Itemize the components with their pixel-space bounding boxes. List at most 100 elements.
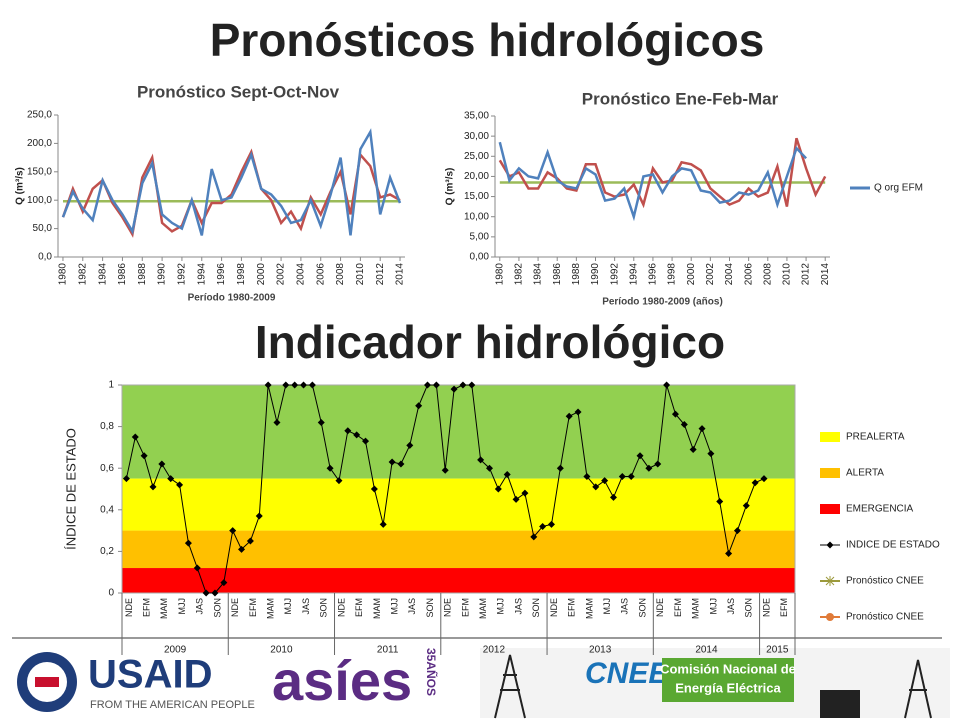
slide-subtitle: Indicador hidrológico <box>255 316 725 368</box>
point <box>468 381 476 389</box>
tower-icon <box>904 659 932 719</box>
x-tick-label: 1982 <box>514 263 525 286</box>
x-tick-label: 2010 <box>782 263 793 286</box>
x-tick-label: 1982 <box>77 263 88 286</box>
point <box>229 527 237 535</box>
group-label: 2011 <box>377 645 399 656</box>
x-tick-label: 1980 <box>494 263 505 286</box>
x-tick-label: SON <box>744 598 754 618</box>
point <box>530 533 538 541</box>
y-tick-label: 50,0 <box>33 223 53 234</box>
x-tick-label: 1996 <box>648 263 659 286</box>
x-tick-label: 1996 <box>216 263 227 286</box>
x-tick-label: 1988 <box>137 263 148 286</box>
legend-marker <box>826 541 834 549</box>
point <box>264 381 272 389</box>
x-tick-label: 1998 <box>236 263 247 286</box>
x-tick-label: EFM <box>460 598 470 617</box>
x-tick-label: NDE <box>549 598 559 617</box>
usaid-logo: USAID FROM THE AMERICAN PEOPLE <box>17 652 255 712</box>
point <box>574 408 582 416</box>
x-tick-label: 1990 <box>590 263 601 286</box>
point <box>459 381 467 389</box>
point <box>344 427 352 435</box>
point <box>388 458 396 466</box>
x-tick-label: MAM <box>691 598 701 619</box>
point <box>592 483 600 491</box>
point <box>432 381 440 389</box>
x-tick-label: 2008 <box>762 263 773 286</box>
series-line <box>498 137 827 209</box>
x-tick-label: JAS <box>726 598 736 615</box>
point <box>140 452 148 460</box>
point <box>184 539 192 547</box>
y-axis-label: ÍNDICE DE ESTADO <box>63 428 78 550</box>
x-axis-label: Período 1980-2009 <box>188 293 276 304</box>
x-tick-label: JAS <box>195 598 205 615</box>
x-tick-label: MAM <box>159 598 169 619</box>
cnee-name: Energía Eléctrica <box>675 680 781 695</box>
point <box>202 589 210 597</box>
point <box>273 418 281 426</box>
x-tick-label: 2000 <box>256 263 267 286</box>
x-tick-label: SON <box>425 598 435 618</box>
legend-marker <box>826 613 834 621</box>
point <box>370 485 378 493</box>
y-tick-label: 20,00 <box>464 171 489 182</box>
x-tick-label: EFM <box>673 598 683 617</box>
band <box>122 530 795 569</box>
legend-label: EMERGENCIA <box>846 504 914 515</box>
y-tick-label: 0,8 <box>100 421 114 432</box>
x-tick-label: 1994 <box>628 263 639 286</box>
point <box>193 564 201 572</box>
point <box>308 381 316 389</box>
point <box>238 545 246 553</box>
legend-label: Q org EFM <box>874 183 923 194</box>
x-tick-label: 1992 <box>609 263 620 286</box>
point <box>477 456 485 464</box>
x-tick-label: 1994 <box>196 263 207 286</box>
group-label: 2010 <box>270 645 293 656</box>
point <box>485 464 493 472</box>
x-tick-label: NDE <box>443 598 453 617</box>
y-tick-label: 30,00 <box>464 131 489 142</box>
x-tick-label: MJJ <box>496 598 506 615</box>
legend-label: Pronóstico CNEE <box>846 612 924 623</box>
point <box>291 381 299 389</box>
x-tick-label: 1998 <box>667 263 678 286</box>
x-tick-label: MAM <box>372 598 382 619</box>
point <box>609 493 617 501</box>
x-tick-label: EFM <box>142 598 152 617</box>
band <box>122 568 795 593</box>
asies-logo: asíes 35AÑOS <box>272 648 439 712</box>
usaid-text: USAID <box>88 653 212 697</box>
x-tick-label: MJJ <box>177 598 187 615</box>
factory-icon <box>820 690 860 718</box>
point <box>663 381 671 389</box>
x-tick-label: MAM <box>478 598 488 619</box>
chart-title: Pronóstico Sept-Oct-Nov <box>137 82 340 101</box>
x-tick-label: 2002 <box>705 263 716 286</box>
y-tick-label: 100,0 <box>27 195 52 206</box>
x-tick-label: 1986 <box>552 263 563 286</box>
point <box>539 522 547 530</box>
y-tick-label: 0,4 <box>100 504 114 515</box>
point <box>167 475 175 483</box>
x-tick-label: MJJ <box>389 598 399 615</box>
y-tick-label: 5,00 <box>470 231 490 242</box>
x-tick-label: SON <box>319 598 329 618</box>
y-tick-label: 0 <box>108 588 114 599</box>
point <box>415 402 423 410</box>
x-tick-label: MAM <box>265 598 275 619</box>
y-axis-label: Q (m³/s) <box>445 168 456 206</box>
x-tick-label: 2014 <box>395 263 406 286</box>
y-tick-label: 0,00 <box>470 252 490 263</box>
point <box>255 512 263 520</box>
point <box>441 466 449 474</box>
point <box>335 477 343 485</box>
x-tick-label: EFM <box>248 598 258 617</box>
point <box>645 464 653 472</box>
point <box>698 425 706 433</box>
plot-frame <box>121 384 796 594</box>
x-tick-label: SON <box>531 598 541 618</box>
